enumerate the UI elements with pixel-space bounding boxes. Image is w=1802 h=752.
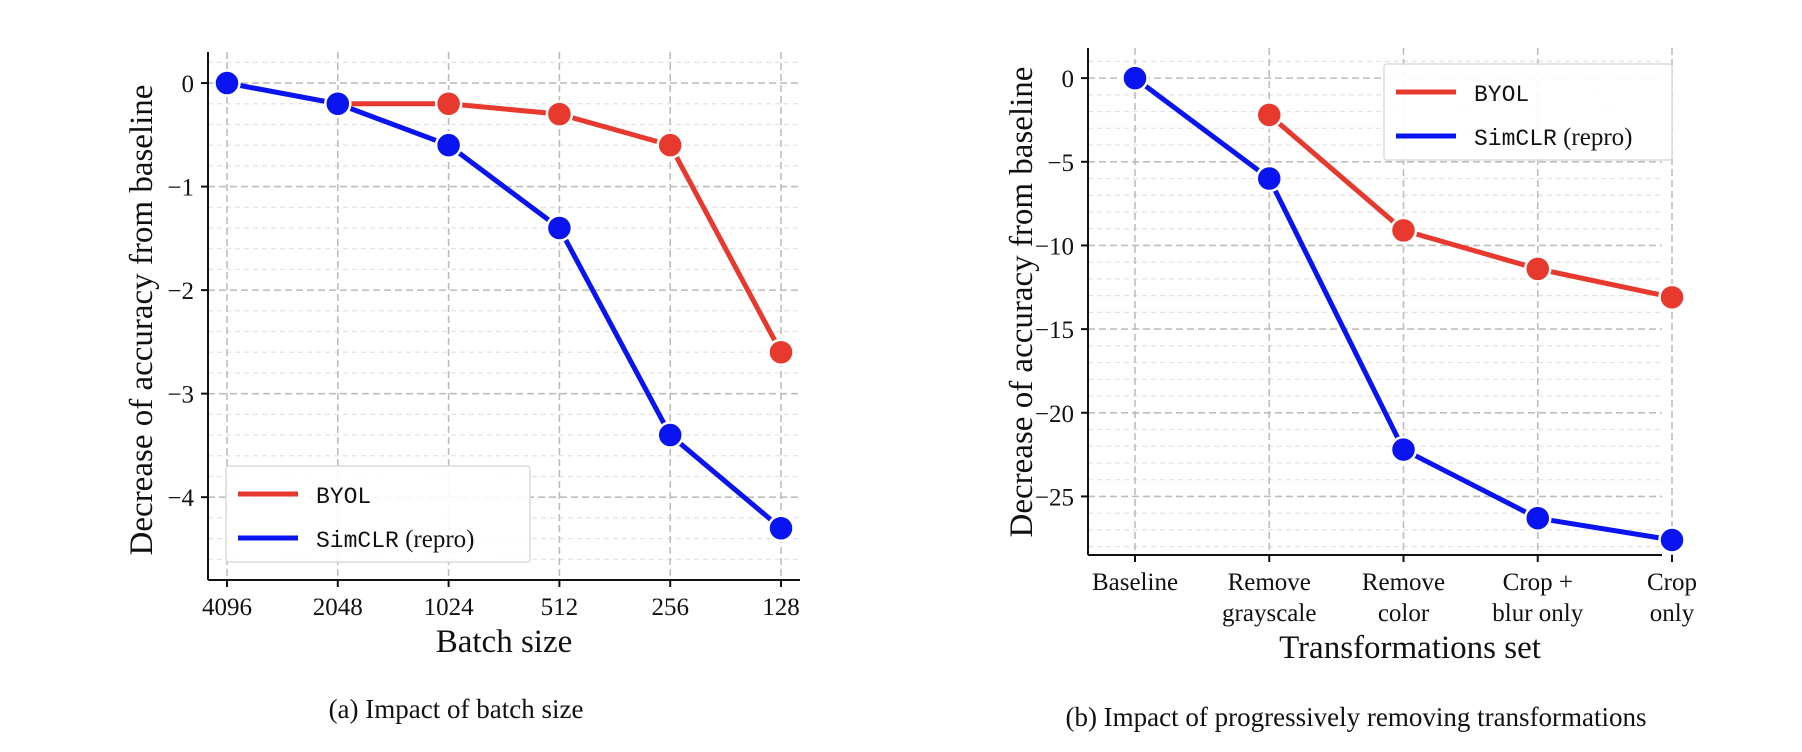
- x-tick-label: 4096: [202, 594, 252, 621]
- x-axis-label: Transformations set: [1279, 630, 1541, 666]
- y-tick-label: −4: [167, 485, 194, 512]
- data-point: [1658, 283, 1686, 312]
- data-point: [767, 514, 795, 542]
- x-tick-label: grayscale: [1222, 600, 1316, 627]
- chart-batch-size: 0 −1 −2 −3 −4 4096 2048 1024 512 256 128 BYOL SimCLR…: [124, 52, 800, 724]
- x-tick-label: 1024: [424, 594, 475, 621]
- x-axis-label: Batch size: [436, 624, 573, 660]
- data-point: [1389, 435, 1418, 464]
- data-point: [1524, 504, 1552, 532]
- x-tick-label: 256: [651, 594, 689, 621]
- series-line: [224, 80, 784, 531]
- legend: BYOL SimCLR (repro): [225, 465, 531, 563]
- x-tick-label: Baseline: [1092, 569, 1178, 596]
- x-tick-label: 128: [762, 594, 800, 621]
- chart-caption: (a) Impact of batch size: [329, 694, 584, 724]
- series-simclr: [1121, 64, 1686, 554]
- x-tick-label: 512: [541, 594, 579, 621]
- legend-label: SimCLR (repro): [1474, 124, 1632, 152]
- data-point: [434, 90, 463, 118]
- x-tick-label: color: [1378, 600, 1430, 627]
- data-point: [545, 100, 574, 128]
- legend-label-suffix: (repro): [399, 526, 475, 553]
- x-tick-label: Crop +: [1503, 569, 1573, 596]
- grid: [1088, 48, 1673, 555]
- y-tick-label: −1: [167, 175, 194, 202]
- y-tick-label: −3: [167, 382, 194, 409]
- data-point: [1255, 101, 1283, 129]
- series-simclr: [213, 69, 795, 542]
- x-tick-label: Crop: [1647, 569, 1697, 596]
- x-tick-label: blur only: [1492, 600, 1583, 627]
- data-point: [434, 131, 463, 159]
- y-tick-label: −10: [1035, 233, 1074, 260]
- series-byol: [1255, 101, 1686, 312]
- data-point: [1658, 526, 1686, 554]
- x-tick-label: Remove: [1228, 569, 1311, 596]
- series-line: [1266, 112, 1675, 300]
- data-point: [656, 421, 684, 449]
- legend-box: [225, 465, 531, 563]
- legend-label-mono: BYOL: [1474, 82, 1529, 108]
- data-point: [545, 214, 574, 242]
- x-tick-label: Remove: [1362, 569, 1445, 596]
- y-tick-label: −20: [1035, 401, 1074, 428]
- legend-label-mono: BYOL: [316, 484, 371, 510]
- data-point: [1524, 255, 1552, 283]
- y-tick-label: 0: [182, 71, 195, 98]
- legend-label: SimCLR (repro): [316, 526, 474, 554]
- y-tick-label: −2: [167, 278, 194, 305]
- x-tick-label: only: [1650, 600, 1695, 627]
- data-point: [1121, 64, 1149, 92]
- data-point: [213, 69, 241, 97]
- data-point: [656, 131, 684, 159]
- y-tick-label: −25: [1035, 484, 1074, 511]
- chart-transformations: 0 −5 −10 −15 −20 −25 Baseline Remove grayscale Re…: [1004, 48, 1697, 732]
- legend-label-mono: SimCLR: [1474, 126, 1557, 152]
- data-point: [1389, 216, 1418, 245]
- legend-label-mono: SimCLR: [316, 528, 399, 554]
- data-point: [767, 338, 795, 366]
- x-tick-label: 2048: [313, 594, 363, 621]
- y-tick-label: 0: [1062, 66, 1075, 93]
- y-axis-label: Decrease of accuracy from baseline: [124, 85, 160, 556]
- legend-label: BYOL: [316, 484, 371, 510]
- data-point: [324, 90, 352, 118]
- legend: BYOL SimCLR (repro): [1383, 63, 1673, 161]
- y-tick-label: −15: [1035, 317, 1074, 344]
- legend-label: BYOL: [1474, 82, 1529, 108]
- y-tick-label: −5: [1047, 150, 1074, 177]
- legend-label-suffix: (repro): [1557, 124, 1633, 151]
- chart-caption: (b) Impact of progressively removing tra…: [1065, 702, 1646, 732]
- y-axis-label: Decrease of accuracy from baseline: [1004, 67, 1040, 538]
- data-point: [1255, 164, 1283, 193]
